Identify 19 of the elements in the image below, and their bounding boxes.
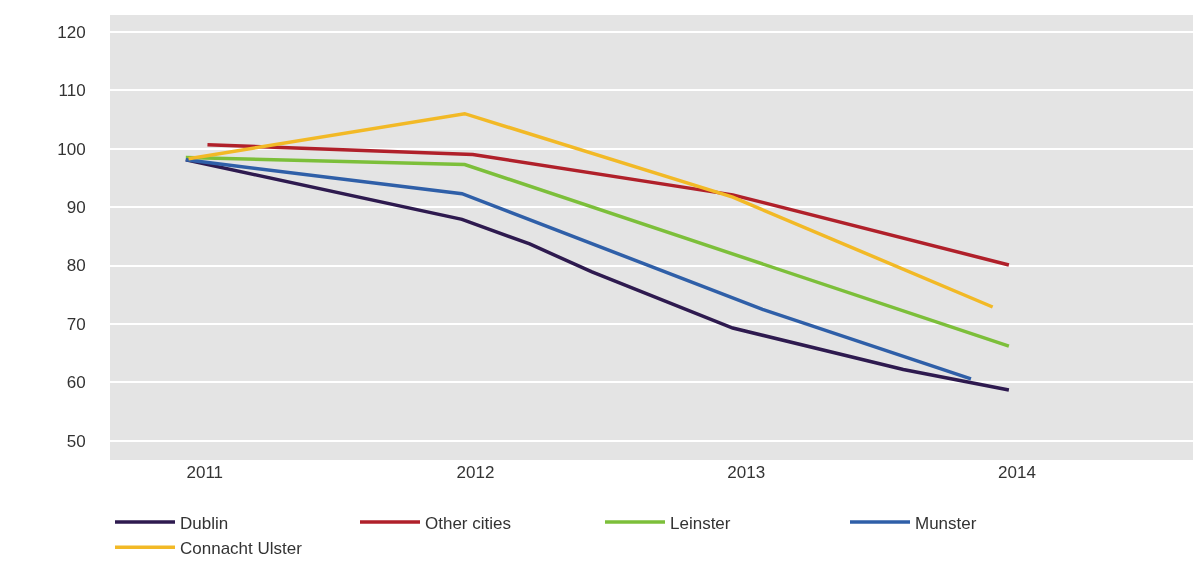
legend-label: Dublin bbox=[180, 513, 229, 533]
line-series bbox=[186, 111, 995, 309]
line-series bbox=[205, 142, 1011, 267]
y-tick-label: 100 bbox=[57, 139, 86, 159]
legend-label: Other cities bbox=[425, 513, 511, 533]
x-tick-label: 2014 bbox=[998, 463, 1036, 482]
y-tick-label: 90 bbox=[66, 198, 86, 218]
y-tick-label: 70 bbox=[66, 314, 86, 334]
x-tick-label: 2013 bbox=[727, 463, 766, 482]
y-tick-label: 60 bbox=[66, 373, 86, 393]
legend-label: Munster bbox=[915, 513, 977, 533]
x-tick-label: 2011 bbox=[186, 463, 224, 482]
legend-label: Leinster bbox=[670, 513, 731, 533]
x-tick-label: 2012 bbox=[456, 463, 495, 482]
y-tick-label: 80 bbox=[66, 256, 86, 276]
y-tick-label: 50 bbox=[66, 431, 86, 451]
y-tick-label: 110 bbox=[58, 81, 86, 101]
y-tick-label: 120 bbox=[57, 22, 86, 42]
legend-label: Connacht Ulster bbox=[180, 538, 303, 558]
